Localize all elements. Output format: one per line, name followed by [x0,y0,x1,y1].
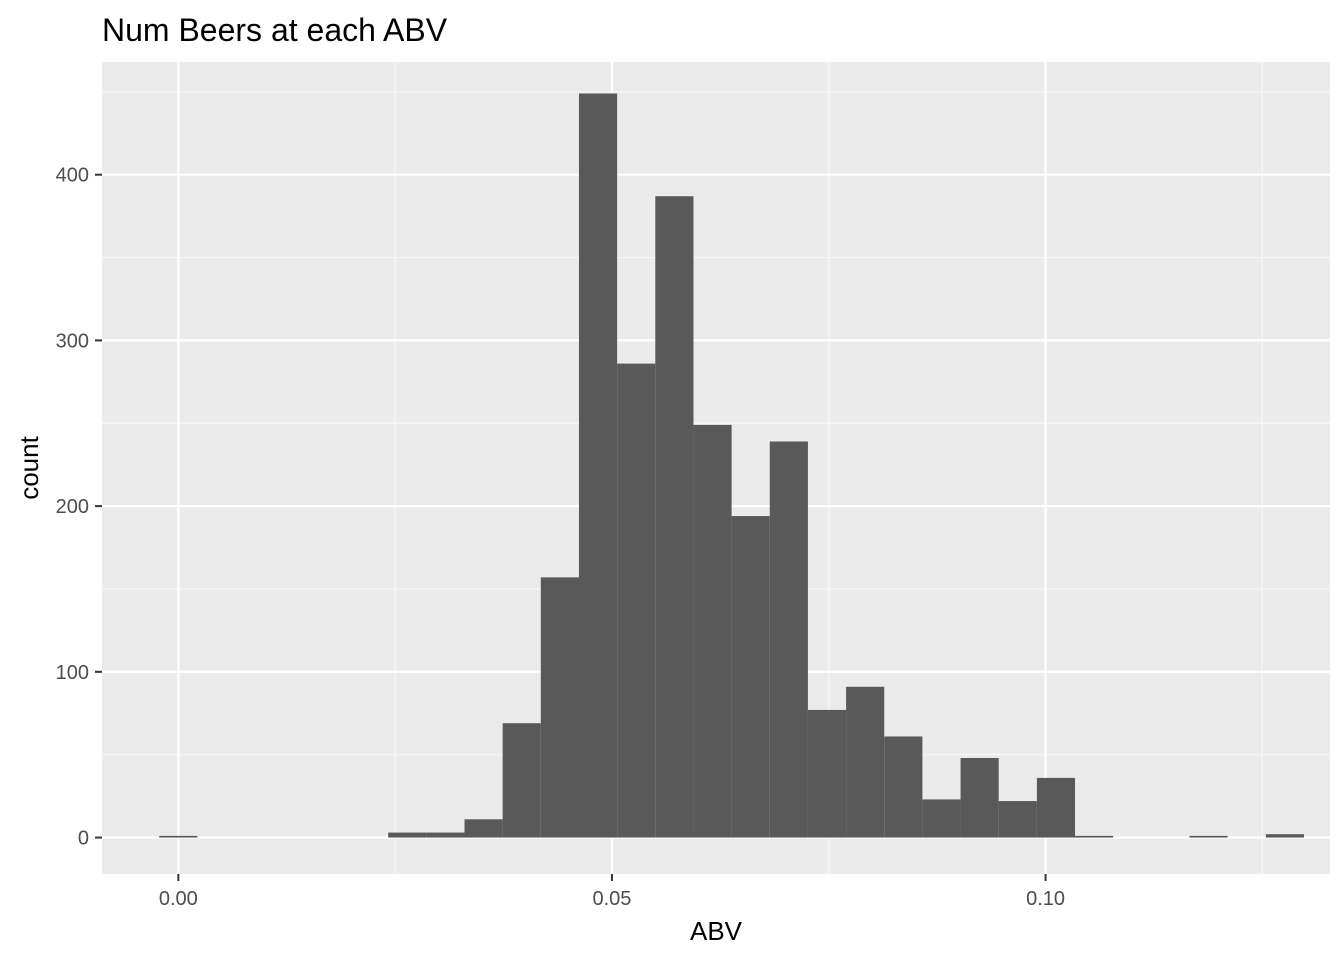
histogram-bar [693,424,732,838]
histogram-bar [960,758,999,838]
x-tick-label: 0.10 [1026,888,1065,910]
histogram-bar [540,577,579,838]
histogram-bar [1265,834,1304,838]
y-axis-title: count [14,435,44,499]
y-tick-label: 400 [56,165,89,187]
histogram-bar [655,196,694,838]
chart-title: Num Beers at each ABV [102,12,448,48]
y-tick-label: 200 [56,496,89,518]
histogram-bars [159,93,1304,838]
histogram-bar [426,832,465,838]
y-tick-label: 300 [56,330,89,352]
histogram-bar [464,819,503,838]
histogram-bar [922,799,961,838]
histogram-bar [807,709,847,838]
y-tick-label: 0 [78,828,89,850]
histogram-bar [884,736,923,838]
x-tick-label: 0.05 [592,888,631,910]
histogram-bar [1189,835,1228,838]
histogram-bar [578,93,618,838]
histogram-bar [388,832,427,838]
histogram-bar [1036,777,1076,838]
x-tick-label: 0.00 [159,888,198,910]
histogram-bar [769,441,808,838]
histogram-bar [846,686,885,838]
y-tick-label: 100 [56,662,89,684]
histogram-bar [1075,835,1114,838]
histogram-bar [998,801,1037,838]
histogram-bar [502,723,541,838]
histogram-bar [731,516,770,838]
histogram-bar [159,835,198,838]
x-axis-title: ABV [690,916,743,946]
histogram-bar [617,363,656,838]
y-axis-ticks: 0 100 200 300 400 [56,165,102,850]
x-axis-ticks: 0.00 0.05 0.10 [159,874,1065,910]
